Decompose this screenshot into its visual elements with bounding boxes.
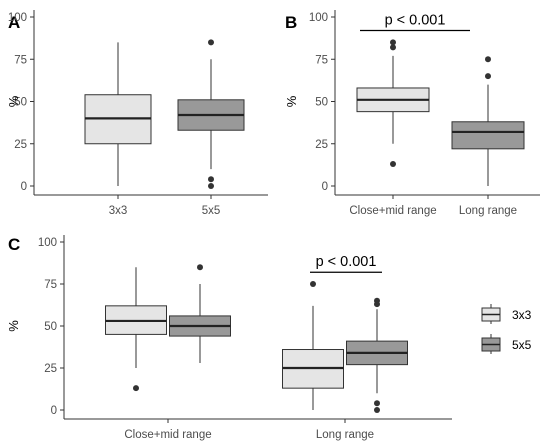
y-tick-label: 25 <box>315 139 328 151</box>
outlier-point <box>374 400 380 407</box>
y-tick-label: 0 <box>51 405 57 417</box>
y-axis-title: % <box>284 95 299 107</box>
x-tick-label: Close+mid range <box>124 429 211 441</box>
y-tick-label: 50 <box>14 97 27 109</box>
outlier-point <box>485 73 491 80</box>
significance-label: p < 0.001 <box>316 254 377 270</box>
box-long-range <box>451 56 525 186</box>
outlier-point <box>390 39 396 46</box>
panel-c: C 0 25 50 75 100% Close+mid range Long range p <… <box>6 235 452 441</box>
box-5x5 <box>169 264 231 363</box>
panel-label: A <box>8 13 20 32</box>
box-3x3 <box>282 281 344 410</box>
outlier-point <box>208 183 214 189</box>
box-5x5 <box>177 39 245 189</box>
x-tick-label: Long range <box>459 205 517 217</box>
legend-item: 5x5 <box>481 334 532 354</box>
y-tick-label: 0 <box>322 181 328 193</box>
legend-label: 3x3 <box>512 308 532 322</box>
outlier-point <box>208 176 214 183</box>
outlier-point <box>374 301 380 308</box>
panel-label: B <box>285 13 297 32</box>
box-close-mid-range <box>356 39 430 168</box>
outlier-point <box>133 385 139 392</box>
box-5x5 <box>346 297 408 413</box>
outlier-point <box>390 161 396 168</box>
panel-label: C <box>8 235 20 254</box>
x-tick-label: 3x3 <box>109 205 128 217</box>
outlier-point <box>197 264 203 271</box>
x-tick-label: Close+mid range <box>349 205 436 217</box>
box-3x3 <box>105 267 167 392</box>
legend-item: 3x3 <box>481 304 532 324</box>
y-tick-label: 75 <box>14 54 27 66</box>
iqr-box <box>451 121 525 150</box>
y-tick-label: 25 <box>44 363 57 375</box>
y-tick-label: 100 <box>309 12 328 24</box>
outlier-point <box>374 407 380 413</box>
y-tick-label: 75 <box>44 279 57 291</box>
outlier-point <box>310 281 316 287</box>
y-tick-label: 0 <box>21 181 27 193</box>
y-tick-label: 100 <box>8 12 27 24</box>
y-tick-label: 50 <box>44 321 57 333</box>
y-tick-label: 100 <box>38 237 57 249</box>
x-tick-label: 5x5 <box>202 205 221 217</box>
y-tick-label: 25 <box>14 139 27 151</box>
significance-label: p < 0.001 <box>385 13 446 29</box>
legend: 3x3 5x5 <box>481 304 532 354</box>
outlier-point <box>208 39 214 46</box>
panel-b: B 0 25 50 75 100% Close+mid range Long range p <… <box>284 10 540 217</box>
y-axis-title: % <box>6 320 21 332</box>
outlier-point <box>485 56 491 63</box>
y-tick-label: 75 <box>315 54 328 66</box>
x-tick-label: Long range <box>316 429 374 441</box>
y-tick-label: 50 <box>315 97 328 109</box>
outlier-point <box>390 44 396 51</box>
y-axis-title: % <box>6 95 21 107</box>
panel-a: A 0 25 50 75 100% 3x3 5x5 <box>6 10 268 217</box>
box-3x3 <box>84 42 152 186</box>
legend-label: 5x5 <box>512 338 532 352</box>
